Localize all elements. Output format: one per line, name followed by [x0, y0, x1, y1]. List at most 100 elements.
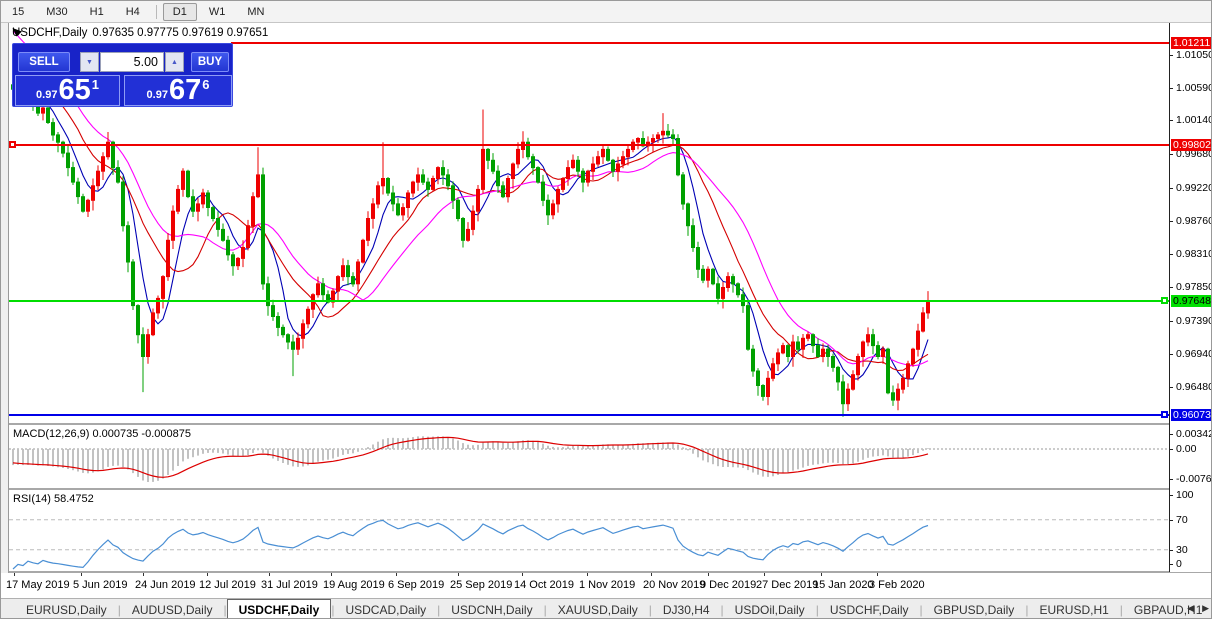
tab-separator: |: [1119, 602, 1123, 617]
line-drag-handle[interactable]: [1161, 411, 1168, 418]
horizontal-level-line-0.96073[interactable]: [9, 414, 1169, 416]
tab-eurusd-h1[interactable]: EURUSD,H1: [1039, 602, 1109, 617]
horizontal-level-line-0.97648[interactable]: [9, 300, 1169, 302]
pane-separator[interactable]: [9, 488, 1211, 490]
tab-xauusd-daily[interactable]: XAUUSD,Daily: [557, 602, 638, 617]
chart-title: USDCHF,Daily 0.97635 0.97775 0.97619 0.9…: [12, 27, 268, 39]
sell-price-pip: 1: [91, 77, 99, 92]
horizontal-level-line-1.01211[interactable]: [231, 42, 1169, 44]
price-line-badge: 0.97648: [1171, 295, 1211, 307]
tab-gbpusd-daily[interactable]: GBPUSD,Daily: [933, 602, 1015, 617]
date-tick-mark: [269, 573, 270, 576]
date-tick-label: 5 Jun 2019: [73, 579, 128, 591]
volume-input[interactable]: [100, 52, 164, 72]
chart-tab-bar: EURUSD,Daily | AUDUSD,Daily | USDCHF,Daily | U…: [1, 598, 1211, 618]
buy-button[interactable]: BUY: [191, 52, 229, 72]
date-tick-mark: [458, 573, 459, 576]
tab-separator: |: [331, 602, 335, 617]
tab-scroll-right-icon[interactable]: ▶: [1202, 603, 1209, 613]
chart-ohlc-values: 0.97635 0.97775 0.97619 0.97651: [92, 27, 269, 39]
price-tick-label: 0.97390: [1176, 315, 1212, 327]
date-tick-label: 15 Jan 2020: [813, 579, 874, 591]
tab-gbpaud-h1[interactable]: GBPAUD,H1: [1133, 602, 1203, 617]
rsi-scale-label: 30: [1176, 544, 1188, 556]
timeframe-button-m30[interactable]: M30: [46, 5, 68, 18]
sell-price-display[interactable]: 0.97 65 1: [15, 75, 120, 106]
buy-price-display[interactable]: 0.97 67 6: [124, 75, 232, 106]
price-tick-label: 0.98760: [1176, 215, 1212, 227]
horizontal-level-line-0.99802[interactable]: [9, 144, 1169, 146]
rsi-indicator-pane[interactable]: RSI(14) 58.4752: [9, 490, 1169, 572]
tab-dj30-h4[interactable]: DJ30,H4: [662, 602, 710, 617]
date-tick-mark: [877, 573, 878, 576]
timeframe-button-d1[interactable]: D1: [162, 2, 197, 21]
tab-separator: |: [223, 602, 227, 617]
rsi-tick-mark: [1169, 564, 1173, 565]
timeframe-button-15[interactable]: 15: [12, 5, 25, 18]
tab-separator: |: [720, 602, 724, 617]
date-tick-mark: [81, 573, 82, 576]
price-tick-label: 0.96940: [1176, 348, 1212, 360]
tab-usdcad-daily[interactable]: USDCAD,Daily: [345, 602, 427, 617]
candlestick-chart-canvas[interactable]: [9, 23, 1169, 423]
price-tick-mark: [1169, 354, 1173, 355]
date-tick-label: 14 Oct 2019: [514, 579, 574, 591]
price-tick-label: 1.01050: [1176, 49, 1212, 61]
main-chart-pane[interactable]: USDCHF,Daily 0.97635 0.97775 0.97619 0.9…: [9, 23, 1169, 423]
macd-indicator-pane[interactable]: MACD(12,26,9) 0.000735 -0.000875: [9, 425, 1169, 488]
spinner-up-icon: ▲: [171, 58, 178, 66]
price-line-badge: 1.01211: [1171, 37, 1211, 49]
tab-audusd-daily[interactable]: AUDUSD,Daily: [131, 602, 213, 617]
tab-usdchf-daily[interactable]: USDCHF,Daily: [226, 599, 332, 618]
price-tick-label: 0.99680: [1176, 148, 1212, 160]
moving-average-21: [12, 30, 929, 367]
date-tick-mark: [522, 573, 523, 576]
macd-tick-mark: [1169, 479, 1173, 480]
date-tick-label: 20 Nov 2019: [643, 579, 706, 591]
tab-eurusd-daily[interactable]: EURUSD,Daily: [26, 602, 107, 617]
line-drag-handle[interactable]: [1161, 297, 1168, 304]
timeframe-button-mn[interactable]: MN: [247, 5, 265, 18]
volume-decrease-button[interactable]: ▼: [80, 52, 99, 72]
spinner-down-icon: ▼: [86, 58, 93, 66]
date-tick-mark: [14, 573, 15, 576]
pane-separator[interactable]: [9, 423, 1211, 425]
timeframe-button-w1[interactable]: W1: [208, 5, 226, 18]
moving-average-6: [12, 74, 929, 380]
timeframe-button-h1[interactable]: H1: [89, 5, 104, 18]
rsi-scale-label: 0: [1176, 558, 1182, 570]
price-tick-label: 1.00590: [1176, 82, 1212, 94]
buy-price-big: 67: [168, 74, 202, 107]
rsi-tick-mark: [1169, 495, 1173, 496]
date-tick-label: 12 Jul 2019: [199, 579, 256, 591]
price-tick-label: 0.96480: [1176, 381, 1212, 393]
date-tick-label: 27 Dec 2019: [756, 579, 819, 591]
tab-scroll-left-icon[interactable]: ◀: [1187, 603, 1195, 613]
date-tick-label: 19 Aug 2019: [323, 579, 385, 591]
macd-canvas[interactable]: [9, 425, 1169, 488]
date-tick-mark: [708, 573, 709, 576]
rsi-label: RSI(14) 58.4752: [13, 493, 94, 505]
timeframe-button-h4[interactable]: H4: [125, 5, 140, 18]
tab-separator: |: [648, 602, 652, 617]
chart-symbol-label: USDCHF,Daily: [12, 27, 88, 39]
time-axis[interactable]: 17 May 2019 5 Jun 2019 24 Jun 2019 12 Jul 2…: [1, 573, 1211, 597]
price-tick-mark: [1169, 287, 1173, 288]
tab-usdchf-daily[interactable]: USDCHF,Daily: [829, 602, 909, 617]
tab-usdcnh-daily[interactable]: USDCNH,Daily: [451, 602, 533, 617]
date-tick-mark: [396, 573, 397, 576]
price-axis[interactable]: 1.01050 1.00590 1.00140 0.99680 0.99220 0.987…: [1169, 23, 1212, 572]
sell-button[interactable]: SELL: [18, 52, 70, 72]
macd-tick-mark: [1169, 449, 1173, 450]
macd-scale-label: 0.00: [1176, 443, 1197, 455]
rsi-canvas[interactable]: [9, 490, 1169, 572]
line-drag-handle[interactable]: [9, 141, 16, 148]
tab-usdoil-daily[interactable]: USDOil,Daily: [734, 602, 805, 617]
tab-separator: |: [117, 602, 121, 617]
price-tick-mark: [1169, 321, 1173, 322]
date-tick-label: 17 May 2019: [6, 579, 70, 591]
volume-increase-button[interactable]: ▲: [165, 52, 184, 72]
date-tick-mark: [143, 573, 144, 576]
price-tick-mark: [1169, 55, 1173, 56]
